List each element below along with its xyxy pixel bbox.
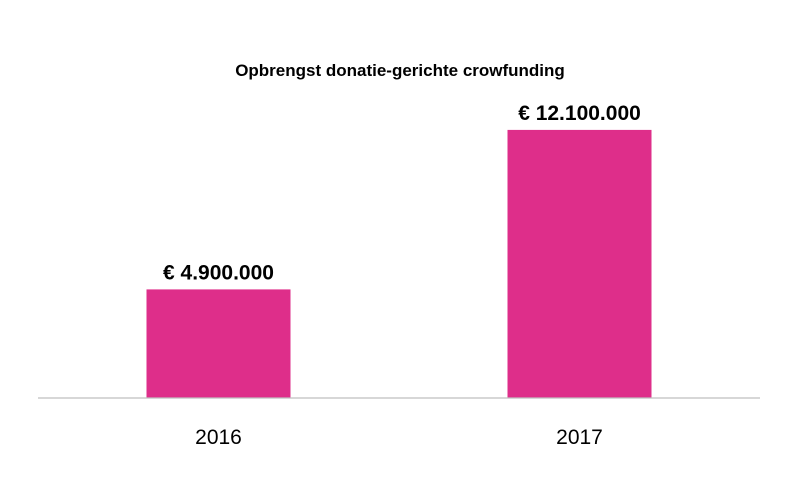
chart-title: Opbrengst donatie-gerichte crowfunding	[235, 61, 565, 80]
data-label-2016: € 4.900.000	[163, 261, 274, 284]
x-tick-label-2016: 2016	[195, 426, 242, 449]
bars-layer	[146, 129, 652, 398]
x-tick-label-2017: 2017	[556, 426, 603, 449]
bar-2017	[507, 129, 652, 398]
x-tick-labels-layer: 2016 2017	[195, 426, 603, 449]
bar-2016	[146, 289, 291, 398]
data-labels-layer: € 4.900.000 € 12.100.000	[163, 102, 641, 284]
data-label-2017: € 12.100.000	[518, 102, 641, 125]
